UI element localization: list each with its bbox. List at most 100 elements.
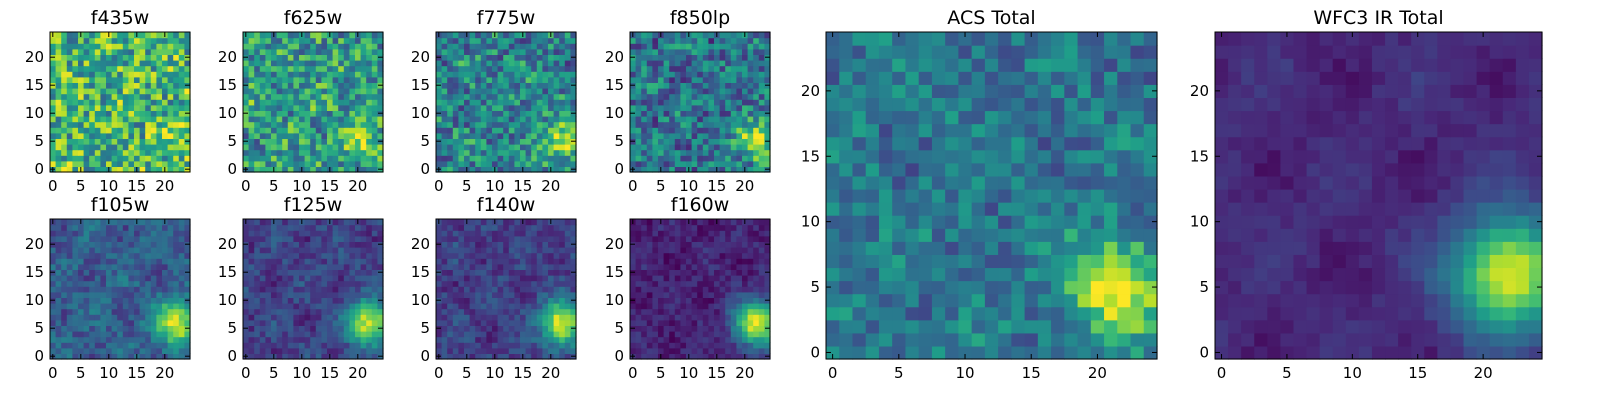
heatmap-cell	[480, 149, 487, 156]
heatmap-cell	[259, 280, 266, 287]
heatmap-cell	[525, 241, 532, 248]
heatmap-cell	[674, 280, 681, 287]
heatmap-cell	[89, 54, 96, 61]
heatmap-cell	[139, 116, 146, 123]
heatmap-cell	[276, 99, 283, 106]
heatmap-cell	[436, 48, 443, 55]
heatmap-cell	[61, 32, 68, 39]
heatmap-cell	[243, 286, 250, 293]
heatmap-cell	[122, 224, 129, 231]
heatmap-cell	[254, 325, 261, 332]
heatmap-cell	[145, 138, 152, 145]
heatmap-cell	[271, 342, 278, 349]
heatmap-cell	[764, 37, 771, 44]
heatmap-cell	[287, 235, 294, 242]
heatmap-cell	[173, 48, 180, 55]
heatmap-cell	[173, 138, 180, 145]
heatmap-cell	[475, 230, 482, 237]
heatmap-cell	[304, 342, 311, 349]
heatmap-cell	[680, 347, 687, 354]
heatmap-cell	[299, 235, 306, 242]
heatmap-cell	[464, 110, 471, 117]
heatmap-cell	[72, 149, 79, 156]
heatmap-cell	[641, 82, 648, 89]
heatmap-cell	[564, 48, 571, 55]
heatmap-cell	[327, 93, 334, 100]
heatmap-cell	[719, 286, 726, 293]
heatmap-cell	[736, 60, 743, 67]
heatmap-cell	[377, 43, 384, 50]
heatmap-cell	[271, 37, 278, 44]
heatmap-cell	[742, 155, 749, 162]
heatmap-cell	[458, 342, 465, 349]
heatmap-cell	[663, 43, 670, 50]
heatmap-cell	[145, 291, 152, 298]
heatmap-cell	[469, 127, 476, 134]
heatmap-cell	[508, 155, 515, 162]
x-tick-label: 20	[735, 177, 754, 195]
heatmap-cell	[458, 308, 465, 315]
heatmap-cell	[702, 336, 709, 343]
heatmap-cell	[469, 99, 476, 106]
heatmap-cell	[564, 54, 571, 61]
heatmap-cell	[475, 132, 482, 139]
heatmap-cell	[371, 121, 378, 128]
heatmap-cell	[702, 155, 709, 162]
heatmap-cell	[276, 297, 283, 304]
heatmap-cell	[304, 230, 311, 237]
heatmap-cell	[315, 116, 322, 123]
heatmap-cell	[669, 104, 676, 111]
heatmap-cell	[570, 252, 577, 259]
heatmap-cell	[492, 110, 499, 117]
heatmap-cell	[764, 116, 771, 123]
heatmap-cell	[747, 314, 754, 321]
heatmap-cell	[520, 325, 527, 332]
heatmap-cell	[475, 65, 482, 72]
heatmap-cell	[156, 121, 163, 128]
heatmap-cell	[702, 32, 709, 39]
heatmap-cell	[480, 353, 487, 360]
heatmap-cell	[497, 110, 504, 117]
heatmap-cell	[243, 275, 250, 282]
heatmap-cell	[719, 314, 726, 321]
heatmap-cell	[436, 116, 443, 123]
heatmap-cell	[349, 104, 356, 111]
heatmap-cell	[548, 76, 555, 83]
heatmap-cell	[167, 37, 174, 44]
heatmap-cell	[128, 342, 135, 349]
heatmap-cell	[441, 160, 448, 167]
heatmap-cell	[447, 144, 454, 151]
heatmap-cell	[464, 336, 471, 343]
heatmap-cell	[128, 235, 135, 242]
heatmap-cell	[304, 65, 311, 72]
heatmap-cell	[150, 353, 157, 360]
heatmap-cell	[55, 219, 62, 226]
heatmap-cell	[497, 144, 504, 151]
heatmap-cell	[66, 331, 73, 338]
heatmap-cell	[480, 54, 487, 61]
heatmap-cell	[360, 319, 367, 326]
heatmap-cell	[564, 319, 571, 326]
heatmap-cell	[520, 71, 527, 78]
heatmap-cell	[508, 280, 515, 287]
heatmap-cell	[742, 110, 749, 117]
heatmap-cell	[714, 325, 721, 332]
heatmap-cell	[178, 43, 185, 50]
heatmap-cell	[276, 76, 283, 83]
heatmap-cell	[315, 314, 322, 321]
heatmap-cell	[658, 116, 665, 123]
heatmap-cell	[332, 331, 339, 338]
heatmap-cell	[184, 308, 191, 315]
heatmap-cell	[287, 280, 294, 287]
heatmap-cell	[719, 144, 726, 151]
heatmap-cell	[78, 65, 85, 72]
heatmap-cell	[691, 76, 698, 83]
heatmap-cell	[559, 82, 566, 89]
heatmap-cell	[265, 93, 272, 100]
heatmap-cell	[282, 88, 289, 95]
heatmap-cell	[293, 342, 300, 349]
heatmap-cell	[338, 342, 345, 349]
heatmap-cell	[139, 121, 146, 128]
heatmap-cell	[702, 116, 709, 123]
heatmap-cell	[66, 269, 73, 276]
